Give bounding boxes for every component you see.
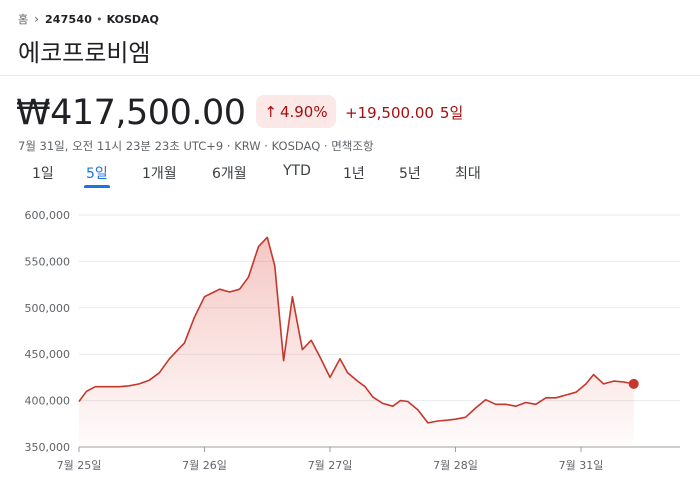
- current-price-dot: [628, 378, 639, 389]
- y-tick-label: 500,000: [25, 302, 71, 315]
- change-value: +19,500.00: [345, 104, 434, 122]
- y-tick-label: 400,000: [25, 395, 71, 408]
- breadcrumb-separator: •: [96, 12, 103, 26]
- tab-label: 1년: [343, 166, 365, 182]
- tab-label: 5일: [86, 166, 108, 182]
- y-tick-label: 350,000: [25, 441, 71, 454]
- x-tick-label: 7월 31일: [559, 458, 604, 472]
- price-chart[interactable]: 600,000 550,000 500,000 450,000 400,000 350,0…: [0, 195, 700, 490]
- x-tick-label: 7월 26일: [182, 458, 227, 472]
- change-percent: 4.90%: [279, 102, 328, 121]
- tab-5d[interactable]: 5일: [84, 163, 110, 188]
- stock-name: 에코프로비엠: [18, 39, 151, 67]
- arrow-up-icon: ↑: [264, 102, 277, 121]
- active-tab-indicator: [84, 185, 110, 188]
- tab-1m[interactable]: 1개월: [142, 163, 177, 183]
- change-period: 5일: [439, 104, 464, 122]
- price-area: [79, 237, 634, 447]
- tab-max[interactable]: 최대: [455, 163, 481, 183]
- header-divider: [0, 75, 700, 76]
- tab-6m[interactable]: 6개월: [212, 163, 247, 183]
- breadcrumb-ticker: 247540: [44, 12, 93, 26]
- y-tick-label: 450,000: [25, 348, 71, 361]
- tab-label: YTD: [283, 163, 311, 179]
- x-tick-label: 7월 28일: [433, 458, 478, 472]
- y-tick-label: 600,000: [25, 209, 71, 222]
- tab-label: 최대: [455, 166, 481, 182]
- tab-1y[interactable]: 1년: [343, 163, 365, 183]
- breadcrumb: 홈 › 247540 • KOSDAQ: [18, 11, 159, 27]
- x-tick-label: 7월 25일: [57, 458, 102, 472]
- change-percent-badge: ↑ 4.90%: [256, 95, 336, 128]
- tab-label: 5년: [399, 166, 421, 182]
- tab-label: 6개월: [212, 166, 247, 182]
- breadcrumb-market: KOSDAQ: [106, 12, 159, 26]
- y-tick-label: 550,000: [25, 255, 71, 268]
- price-meta: 7월 31일, 오전 11시 23분 23초 UTC+9 · KRW · KOS…: [18, 139, 374, 153]
- tab-1d[interactable]: 1일: [32, 163, 54, 183]
- tab-5y[interactable]: 5년: [399, 163, 421, 183]
- x-tick-label: 7월 27일: [308, 458, 353, 472]
- chevron-right-icon: ›: [34, 12, 39, 26]
- stock-price: ₩417,500.00: [16, 93, 246, 133]
- price-line: [78, 236, 634, 424]
- tab-ytd[interactable]: YTD: [283, 163, 311, 179]
- breadcrumb-home-link[interactable]: 홈: [18, 13, 29, 26]
- change-summary: +19,500.00 5일: [345, 102, 463, 123]
- tab-label: 1일: [32, 166, 54, 182]
- tab-label: 1개월: [142, 166, 177, 182]
